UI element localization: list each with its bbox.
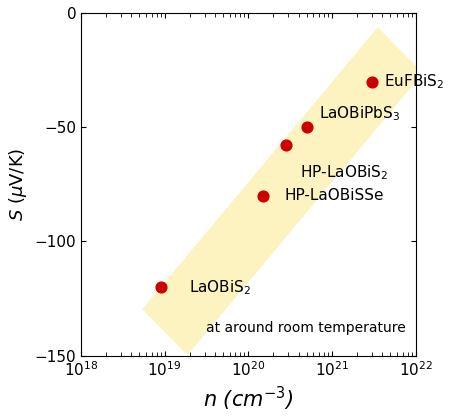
Point	[260, 192, 267, 199]
Polygon shape	[142, 27, 423, 355]
Point	[368, 78, 375, 85]
Text: LaOBiPbS$_3$: LaOBiPbS$_3$	[319, 104, 400, 123]
Text: HP-LaOBiS$_2$: HP-LaOBiS$_2$	[301, 164, 389, 182]
Text: HP-LaOBiSSe: HP-LaOBiSSe	[284, 188, 384, 203]
Text: at around room temperature: at around room temperature	[206, 321, 405, 335]
X-axis label: $n$ (cm$^{-3}$): $n$ (cm$^{-3}$)	[203, 385, 293, 413]
Text: LaOBiS$_2$: LaOBiS$_2$	[189, 278, 252, 297]
Text: EuFBiS$_2$: EuFBiS$_2$	[384, 72, 445, 91]
Point	[157, 284, 164, 291]
Point	[303, 124, 310, 131]
Point	[282, 142, 289, 149]
Y-axis label: $S$ ($\mu$V/K): $S$ ($\mu$V/K)	[7, 148, 29, 221]
